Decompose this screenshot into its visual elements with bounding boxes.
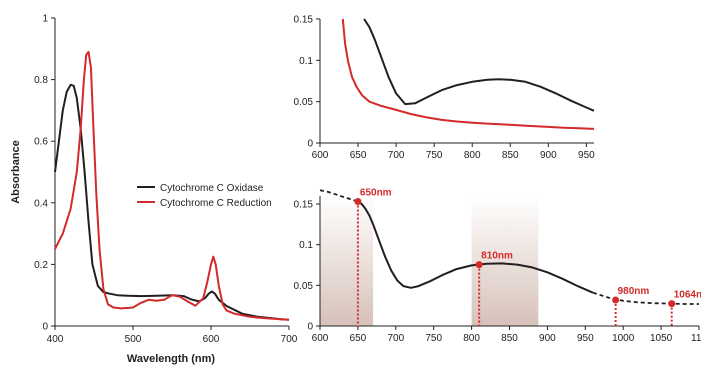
main-x-tick-label: 600 bbox=[203, 334, 220, 345]
marker-point-810nm bbox=[475, 261, 483, 269]
main-y-tick-label: 0.8 bbox=[34, 75, 48, 86]
lower-x-tick-label: 750 bbox=[425, 333, 442, 344]
main-y-tick-label: 0.2 bbox=[34, 260, 48, 271]
marker-label-650nm: 650nm bbox=[360, 188, 392, 199]
upper-x-tick-label: 650 bbox=[350, 150, 367, 161]
lower-x-tick-label: 650 bbox=[350, 333, 367, 344]
marker-label-810nm: 810nm bbox=[481, 251, 513, 262]
lower-series-line-oxidase bbox=[357, 200, 594, 294]
series-line-oxidase bbox=[54, 83, 290, 321]
upper-x-tick-label: 950 bbox=[578, 150, 595, 161]
legend-label-oxidase: Cytochrome C Oxidase bbox=[160, 183, 264, 194]
lower-inset-chart: 0 0.05 0.1 0.15 600 650 700 750 800 850 900 950 100… bbox=[294, 188, 701, 344]
lower-x-tick-label: 900 bbox=[539, 333, 556, 344]
upper-x-tick-label: 600 bbox=[312, 150, 329, 161]
upper-inset-chart: 0 0.05 0.1 0.15 600 650 700 750 800 850 900 950 bbox=[294, 15, 596, 162]
lower-x-tick-label: 850 bbox=[501, 333, 518, 344]
marker-label-980nm: 980nm bbox=[618, 286, 650, 297]
main-y-tick-label: 0 bbox=[42, 322, 48, 333]
lower-y-tick-label: 0 bbox=[307, 322, 313, 333]
marker-label-1064nm: 1064nm bbox=[674, 290, 701, 301]
main-chart: 0 0.2 0.4 0.6 0.8 1 400 500 600 700 Wavelength (… bbox=[10, 14, 298, 366]
upper-series-line-oxidase bbox=[363, 18, 595, 112]
main-y-tick-label: 1 bbox=[42, 14, 48, 25]
lower-y-tick-label: 0.05 bbox=[294, 281, 314, 292]
shaded-window-1 bbox=[320, 196, 374, 326]
main-x-tick-label: 500 bbox=[125, 334, 142, 345]
lower-y-tick-label: 0.15 bbox=[294, 200, 314, 211]
main-y-axis-title: Absorbance bbox=[10, 140, 22, 204]
upper-x-tick-label: 850 bbox=[502, 150, 519, 161]
legend-label-reduction: Cytochrome C Reduction bbox=[160, 198, 272, 209]
lower-y-tick-label: 0.1 bbox=[299, 240, 313, 251]
upper-y-tick-label: 0.1 bbox=[299, 56, 313, 67]
lower-x-tick-label: 700 bbox=[387, 333, 404, 344]
shaded-window-2 bbox=[471, 196, 539, 326]
lower-x-tick-label: 110 bbox=[691, 333, 701, 344]
lower-x-tick-label: 600 bbox=[312, 333, 329, 344]
marker-point-980nm bbox=[612, 296, 620, 304]
lower-x-tick-label: 1000 bbox=[612, 333, 635, 344]
upper-y-tick-label: 0.15 bbox=[294, 15, 314, 26]
marker-point-1064nm bbox=[668, 300, 676, 308]
main-x-tick-label: 700 bbox=[281, 334, 298, 345]
main-y-tick-label: 0.6 bbox=[34, 137, 48, 148]
main-x-axis-title: Wavelength (nm) bbox=[127, 353, 216, 365]
upper-y-tick-label: 0 bbox=[307, 139, 313, 150]
upper-x-tick-label: 900 bbox=[540, 150, 557, 161]
main-x-tick-label: 400 bbox=[47, 334, 64, 345]
lower-x-tick-label: 1050 bbox=[650, 333, 673, 344]
upper-y-tick-label: 0.05 bbox=[294, 97, 314, 108]
upper-x-tick-label: 800 bbox=[464, 150, 481, 161]
series-line-reduction bbox=[54, 50, 290, 321]
legend: Cytochrome C Oxidase Cytochrome C Reduct… bbox=[137, 183, 272, 209]
lower-x-tick-label: 950 bbox=[577, 333, 594, 344]
upper-x-tick-label: 700 bbox=[388, 150, 405, 161]
upper-series-line-reduction bbox=[341, 18, 595, 130]
marker-point-650nm bbox=[354, 198, 362, 206]
main-y-tick-label: 0.4 bbox=[34, 198, 48, 209]
upper-x-tick-label: 750 bbox=[426, 150, 443, 161]
lower-x-tick-label: 800 bbox=[463, 333, 480, 344]
